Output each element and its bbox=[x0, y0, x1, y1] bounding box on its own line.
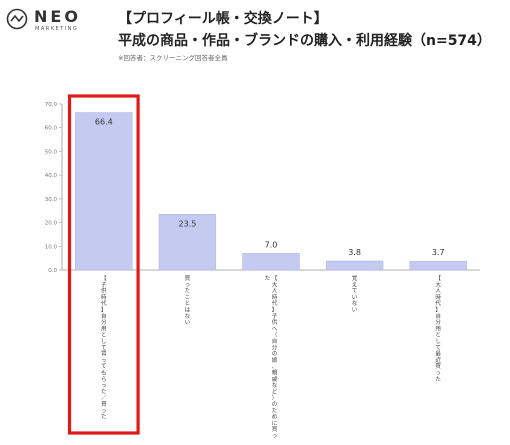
category-label-5: 【大人時代】自分用として最近買った bbox=[435, 275, 441, 383]
value-label-1: 66.4 bbox=[95, 118, 113, 127]
respondent-note: ※回答者：スクリーニング回答者全員 bbox=[118, 54, 228, 62]
category-label-2: 買ったことはない bbox=[185, 275, 191, 326]
category-label-1: 【子供時代】自分用として買ってもらった／買った bbox=[101, 275, 107, 421]
highlight-group bbox=[67, 94, 140, 435]
y-tick-label: 60.0 bbox=[45, 126, 58, 132]
bar-5 bbox=[409, 260, 467, 271]
y-tick-label: 10.0 bbox=[45, 244, 58, 250]
bar-2 bbox=[158, 214, 217, 271]
brand-name: NEO bbox=[34, 7, 81, 26]
y-tick-label: 20.0 bbox=[45, 221, 58, 227]
brand-sub: MARKETING bbox=[35, 26, 79, 32]
neo-logo-icon bbox=[6, 8, 28, 30]
brand-logo: NEO MARKETING bbox=[6, 6, 116, 36]
value-label-5: 3.7 bbox=[432, 248, 445, 257]
y-tick-label: 50.0 bbox=[45, 149, 58, 155]
bar-1 bbox=[75, 112, 133, 271]
y-tick-label: 30.0 bbox=[45, 197, 58, 203]
y-tick-label: 70.0 bbox=[45, 102, 58, 108]
labels-group: 66.4 【子供時代】自分用として買ってもらった／買った 23.5 買ったことはない 7… bbox=[95, 118, 445, 440]
bars-group bbox=[75, 112, 467, 271]
value-label-3: 7.0 bbox=[265, 240, 278, 249]
value-label-2: 23.5 bbox=[178, 219, 196, 228]
category-label-3: 【大人時代】子供へ（自分の娘、親戚など）のために買った bbox=[265, 275, 278, 440]
y-tick-label: 0.0 bbox=[48, 268, 57, 274]
y-tick-label: 40.0 bbox=[45, 173, 58, 179]
chart-title-line1: 【プロフィール帳・交換ノート】 bbox=[118, 11, 328, 27]
category-label-4: 覚えていない bbox=[352, 274, 358, 314]
bar-3 bbox=[242, 253, 300, 271]
chart-title-line2: 平成の商品・作品・ブランドの購入・利用経験（n=574） bbox=[118, 33, 491, 49]
value-label-4: 3.8 bbox=[348, 248, 361, 257]
highlight-box bbox=[67, 94, 140, 435]
bar-4 bbox=[325, 260, 384, 271]
